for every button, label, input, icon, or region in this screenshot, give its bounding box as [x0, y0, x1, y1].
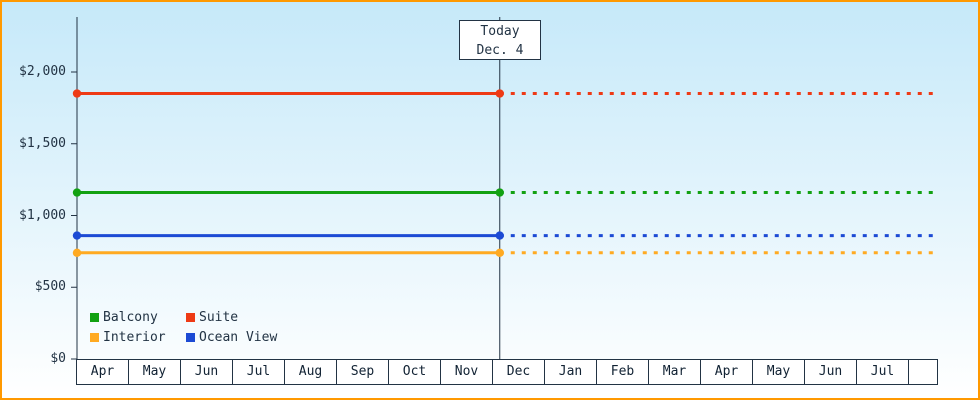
month-cell: Nov — [441, 360, 493, 384]
series-start-dot-ocean-view — [72, 231, 82, 240]
month-cell: Feb — [597, 360, 649, 384]
y-axis-label: $1,000 — [19, 207, 66, 223]
today-label-box: Today Dec. 4 — [459, 20, 541, 60]
month-cell-empty — [909, 360, 937, 384]
series-start-dot-balcony — [72, 188, 82, 197]
month-cell: Sep — [337, 360, 389, 384]
legend-swatch — [90, 332, 99, 342]
today-date-label: Dec. 4 — [476, 43, 524, 58]
month-cell: Jul — [233, 360, 285, 384]
month-cell: May — [753, 360, 805, 384]
legend-item-balcony: Balcony — [90, 309, 186, 325]
month-cell: May — [129, 360, 181, 384]
legend-swatch — [186, 332, 195, 342]
month-cell: Dec — [493, 360, 545, 384]
today-label: Today — [480, 24, 520, 39]
chart-legend: Balcony Suite Interior Ocean View — [90, 309, 277, 345]
month-cell: Jul — [857, 360, 909, 384]
legend-label: Ocean View — [199, 329, 278, 345]
series-today-dot-suite — [495, 89, 504, 98]
legend-item-interior: Interior — [90, 329, 186, 345]
legend-swatch — [186, 312, 195, 322]
month-cell: Jun — [181, 360, 233, 384]
month-cell: Apr — [77, 360, 129, 384]
y-axis-label: $2,000 — [19, 64, 66, 79]
series-today-dot-interior — [495, 248, 504, 258]
legend-item-suite: Suite — [186, 309, 277, 325]
month-cell: Aug — [285, 360, 337, 384]
legend-label: Interior — [103, 329, 166, 345]
x-axis-month-row: Apr May Jun Jul Aug Sep Oct Nov Dec Jan Feb Mar Apr M… — [76, 359, 938, 385]
y-axis-label: $1,500 — [19, 135, 66, 151]
y-axis-label: $0 — [50, 351, 66, 366]
month-cell: Jun — [805, 360, 857, 384]
series-today-dot-ocean-view — [495, 231, 504, 240]
month-cell: Jan — [545, 360, 597, 384]
legend-swatch — [90, 312, 99, 322]
month-cell: Apr — [701, 360, 753, 384]
month-cell: Mar — [649, 360, 701, 384]
legend-label: Suite — [199, 309, 239, 325]
series-start-dot-suite — [72, 89, 82, 98]
month-cell: Oct — [389, 360, 441, 384]
legend-label: Balcony — [103, 309, 158, 325]
series-start-dot-interior — [72, 248, 82, 258]
y-axis-label: $500 — [34, 279, 66, 295]
series-today-dot-balcony — [495, 188, 504, 197]
legend-item-ocean-view: Ocean View — [186, 329, 277, 345]
